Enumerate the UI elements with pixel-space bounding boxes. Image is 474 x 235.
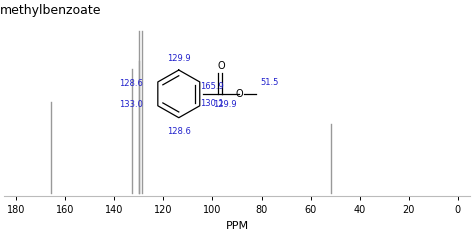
Text: methylbenzoate: methylbenzoate <box>0 4 101 17</box>
Text: O: O <box>218 61 226 71</box>
X-axis label: PPM: PPM <box>226 221 248 231</box>
Text: 133.0: 133.0 <box>119 100 143 109</box>
Text: 165.9: 165.9 <box>201 82 224 90</box>
Text: 128.6: 128.6 <box>167 126 191 136</box>
Text: 130.1: 130.1 <box>201 99 224 108</box>
Text: 129.9: 129.9 <box>213 100 237 109</box>
Text: 51.5: 51.5 <box>261 78 279 87</box>
Text: 129.9: 129.9 <box>167 54 191 63</box>
Text: 128.6: 128.6 <box>119 79 143 88</box>
Text: O: O <box>236 89 243 99</box>
